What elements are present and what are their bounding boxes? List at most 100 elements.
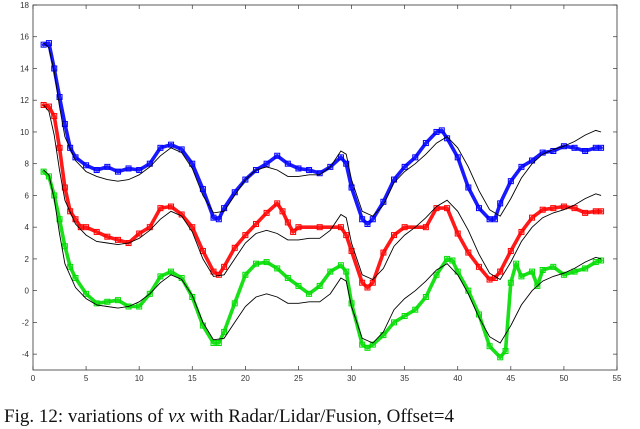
data-point <box>433 271 440 278</box>
data-point <box>369 341 376 348</box>
data-point <box>391 319 398 326</box>
data-point <box>114 297 121 304</box>
data-point <box>444 205 451 212</box>
data-point <box>231 244 238 251</box>
data-point <box>263 259 270 266</box>
series-line <box>41 169 603 360</box>
data-point <box>337 224 344 231</box>
data-point <box>284 160 291 167</box>
data-point <box>263 160 270 167</box>
data-point <box>284 219 291 226</box>
data-point <box>327 163 334 170</box>
data-point <box>449 257 456 264</box>
x-tick-label: 5 <box>84 374 89 383</box>
data-point <box>422 294 429 300</box>
series-line <box>43 169 602 344</box>
series-line <box>41 103 603 290</box>
data-point <box>242 176 249 183</box>
data-point <box>497 200 504 207</box>
x-tick-label: 20 <box>241 374 250 383</box>
data-point <box>343 160 350 167</box>
data-point <box>274 152 281 159</box>
data-point <box>83 162 90 169</box>
data-point <box>274 200 281 207</box>
data-point <box>364 284 371 291</box>
y-tick-label: 0 <box>25 287 30 296</box>
data-point <box>518 163 525 170</box>
data-point <box>369 279 376 286</box>
caption-variable: vx <box>168 406 186 427</box>
data-point <box>189 294 196 300</box>
data-point <box>343 232 350 239</box>
x-tick-label: 25 <box>294 374 303 383</box>
line-chart: 0 5 10 15 20 25 30 35 40 45 50 55 -4 -2 0 2 4 6 8 10 12 14 16 1… <box>20 1 622 383</box>
data-point <box>391 232 398 239</box>
data-point <box>507 247 514 254</box>
x-tick-label: 10 <box>135 374 144 383</box>
data-point <box>178 146 185 153</box>
data-point <box>215 340 222 347</box>
data-point <box>67 144 74 151</box>
data-point <box>571 268 578 275</box>
data-point <box>104 298 111 305</box>
data-point <box>369 216 376 223</box>
data-point <box>560 271 567 278</box>
data-point <box>327 268 334 275</box>
data-point <box>114 236 121 243</box>
data-point <box>507 178 514 185</box>
data-point <box>189 224 196 231</box>
data-point <box>136 303 143 310</box>
data-point <box>364 221 371 227</box>
series-4 <box>43 104 602 281</box>
data-point <box>104 163 111 170</box>
data-point <box>67 263 74 270</box>
data-point <box>486 343 493 350</box>
series-3 <box>43 42 602 217</box>
x-tick-label: 55 <box>613 374 622 383</box>
data-point <box>45 173 52 180</box>
data-point <box>61 243 68 250</box>
data-point <box>252 260 259 267</box>
data-point <box>337 262 344 269</box>
data-point <box>438 127 445 134</box>
data-point <box>316 224 323 231</box>
data-point <box>380 249 387 256</box>
data-point <box>146 290 153 297</box>
data-point <box>582 148 589 154</box>
data-point <box>337 154 344 161</box>
data-point <box>475 263 482 270</box>
data-point <box>45 103 52 110</box>
data-point <box>550 205 557 212</box>
data-point <box>93 167 100 174</box>
series-line <box>43 104 602 281</box>
data-point <box>199 247 206 254</box>
data-point <box>168 203 175 210</box>
data-point <box>502 347 509 354</box>
data-point <box>475 205 482 212</box>
data-point <box>598 208 605 215</box>
data-point <box>104 233 111 240</box>
data-point <box>231 300 238 307</box>
data-point <box>598 144 605 151</box>
y-tick-label: 2 <box>25 255 30 264</box>
data-point <box>343 268 350 275</box>
data-point <box>263 209 270 216</box>
y-tick-label: 18 <box>20 1 29 10</box>
y-tick-label: 6 <box>25 191 30 200</box>
data-point <box>157 205 164 212</box>
x-tick-label: 35 <box>400 374 409 383</box>
data-point <box>125 165 132 172</box>
data-point <box>168 268 175 275</box>
x-tick-label: 15 <box>188 374 197 383</box>
data-point <box>40 168 47 175</box>
data-point <box>529 214 536 221</box>
data-point <box>274 265 281 272</box>
data-point <box>242 232 249 239</box>
data-point <box>529 157 536 164</box>
data-point <box>571 144 578 151</box>
x-tick-label: 30 <box>347 374 356 383</box>
series-2 <box>40 168 605 361</box>
data-point <box>412 154 419 161</box>
data-point <box>497 268 504 275</box>
data-point <box>56 94 63 101</box>
